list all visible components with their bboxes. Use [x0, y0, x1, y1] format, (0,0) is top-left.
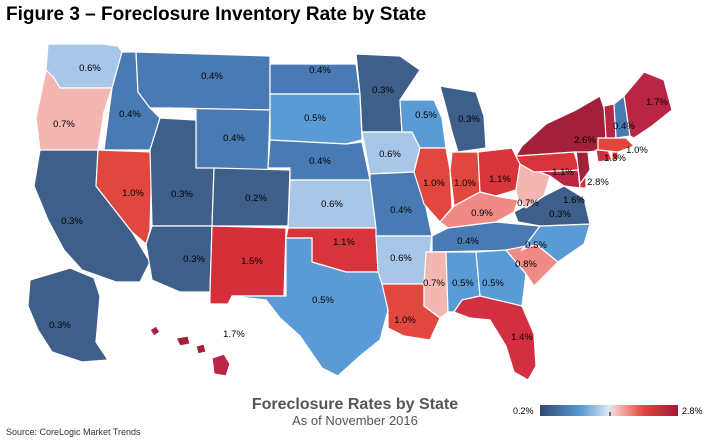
state-oh: [477, 147, 521, 197]
state-label-ar: 0.6%: [390, 253, 412, 264]
state-label-ms: 0.7%: [423, 278, 445, 289]
state-label-ia: 0.6%: [379, 149, 401, 160]
state-label-mo: 0.4%: [390, 205, 412, 216]
state-label-or: 0.7%: [53, 119, 75, 130]
state-label-sd: 0.5%: [304, 113, 326, 124]
state-label-wy: 0.4%: [223, 133, 245, 144]
state-label-ky: 0.9%: [471, 208, 493, 219]
map-title: Foreclosure Rates by State: [251, 396, 459, 413]
state-label-me: 1.7%: [646, 97, 668, 108]
state-label-az: 0.3%: [183, 254, 205, 265]
state-ny: [514, 95, 609, 157]
state-label-ny: 2.6%: [574, 135, 596, 146]
state-ma: [597, 137, 636, 153]
state-label-co: 0.2%: [245, 193, 267, 204]
state-tx: [231, 237, 389, 377]
state-label-wv: 0.7%: [517, 198, 539, 209]
state-ak: [27, 267, 110, 363]
state-label-sc: 0.8%: [515, 259, 537, 270]
state-label-ct: 1.3%: [604, 153, 626, 164]
state-label-ma: 1.0%: [626, 145, 648, 156]
state-label-ut: 0.3%: [171, 189, 193, 200]
hawaii-island-oahu: [175, 335, 191, 347]
state-label-nd: 0.4%: [309, 65, 331, 76]
legend-max-label: 2.8%: [682, 406, 703, 416]
state-label-tn: 0.4%: [457, 236, 479, 247]
state-sd: [269, 93, 363, 145]
state-label-ks: 0.6%: [321, 199, 343, 210]
state-label-nv: 1.0%: [122, 188, 144, 199]
figure-title: Figure 3 – Foreclosure Inventory Rate by…: [6, 4, 427, 25]
state-label-ak: 0.3%: [49, 320, 71, 331]
state-label-wa: 0.6%: [79, 63, 101, 74]
legend-color-ramp: [540, 405, 678, 416]
state-label-ga: 0.5%: [482, 278, 504, 289]
state-label-tx: 0.5%: [312, 295, 334, 306]
legend-min-label: 0.2%: [513, 406, 534, 416]
state-label-in: 1.0%: [454, 178, 476, 189]
state-label-mn: 0.3%: [372, 85, 394, 96]
state-label-va: 0.3%: [549, 209, 571, 220]
state-label-hi: 1.7%: [223, 329, 245, 340]
state-label-ca: 0.3%: [61, 216, 83, 227]
state-label-oh: 1.1%: [489, 174, 511, 185]
state-label-pa: 1.1%: [552, 167, 574, 178]
state-label-mt: 0.4%: [201, 71, 223, 82]
hawaii-island-kauai: [149, 325, 161, 337]
state-label-nm: 1.5%: [241, 256, 263, 267]
state-label-md: 1.6%: [563, 195, 585, 206]
hawaii-island-maui: [195, 343, 207, 355]
state-label-nc: 0.5%: [525, 240, 547, 251]
state-label-wi: 0.5%: [415, 110, 437, 121]
state-label-il: 1.0%: [423, 178, 445, 189]
state-label-la: 1.0%: [394, 315, 416, 326]
state-label-nh: 0.4%: [613, 121, 635, 132]
state-mi: [439, 85, 487, 153]
state-label-id: 0.4%: [119, 109, 141, 120]
state-va: [513, 185, 591, 227]
state-label-mi: 0.3%: [458, 114, 480, 125]
state-label-ne: 0.4%: [309, 156, 331, 167]
state-label-al: 0.5%: [452, 278, 474, 289]
source-note: Source: CoreLogic Market Trends: [6, 427, 141, 437]
state-hi: [211, 353, 231, 377]
state-fl: [453, 295, 537, 381]
state-label-fl: 1.4%: [511, 332, 533, 343]
state-label-ok: 1.1%: [333, 237, 355, 248]
state-or: [35, 68, 113, 151]
state-label-nj: 2.8%: [587, 177, 609, 188]
state-me: [623, 71, 673, 139]
map-subtitle: As of November 2016: [292, 413, 418, 428]
